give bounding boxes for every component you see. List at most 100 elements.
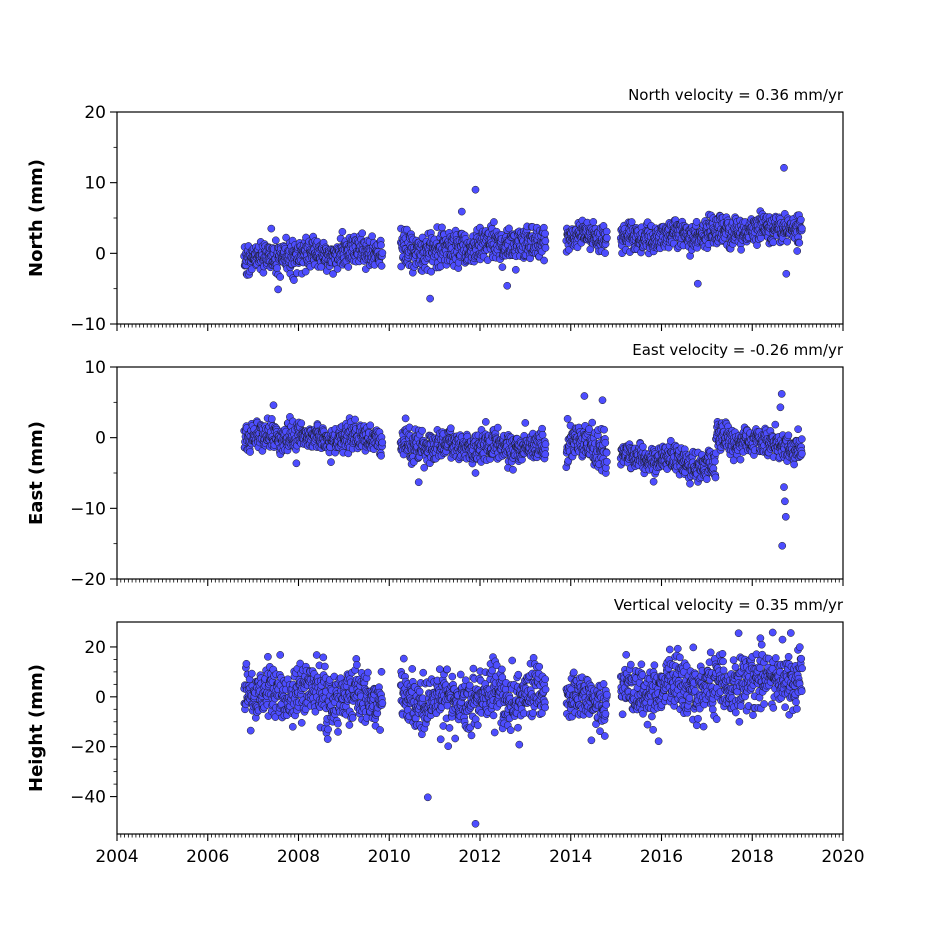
height-point xyxy=(643,720,652,729)
east-point xyxy=(366,421,375,430)
north-point xyxy=(274,285,282,294)
height-point xyxy=(490,728,499,737)
north-point xyxy=(601,249,609,257)
north-point xyxy=(471,185,480,194)
east-point xyxy=(736,455,745,464)
height-point xyxy=(399,654,408,663)
east-point xyxy=(603,457,611,466)
north-point xyxy=(692,217,701,226)
north-point xyxy=(338,227,347,236)
north-point xyxy=(276,273,285,281)
height-point xyxy=(469,664,478,673)
north-point xyxy=(267,224,276,233)
east-point xyxy=(600,425,608,434)
east-point xyxy=(509,465,517,474)
east-point xyxy=(269,401,278,410)
east-ytick-label: 0 xyxy=(95,429,106,449)
height-point xyxy=(364,668,372,677)
north-point xyxy=(602,227,611,236)
height-point xyxy=(489,711,498,720)
east-point xyxy=(639,442,647,451)
north-point xyxy=(541,244,550,252)
height-point xyxy=(603,690,611,699)
north-point xyxy=(503,281,512,290)
north-point xyxy=(541,229,549,238)
height-point xyxy=(599,680,608,688)
east-point xyxy=(521,419,530,427)
north-point xyxy=(798,224,806,233)
north-point xyxy=(490,218,498,226)
east-point xyxy=(378,438,387,447)
east-point xyxy=(292,459,301,468)
north-ytick-label: 20 xyxy=(84,103,106,123)
east-point xyxy=(780,483,788,491)
height-point xyxy=(321,662,329,671)
east-point xyxy=(602,448,611,457)
height-point xyxy=(618,710,627,719)
north-point xyxy=(541,237,550,245)
height-point xyxy=(415,687,424,696)
vertical-velocity-title: Vertical velocity = 0.35 mm/yr xyxy=(614,596,844,614)
height-point xyxy=(600,732,609,740)
north-point xyxy=(329,270,337,278)
east-point xyxy=(327,458,335,466)
height-point xyxy=(535,662,544,671)
east-point xyxy=(377,451,385,460)
north-point xyxy=(358,229,367,238)
north-velocity-title: North velocity = 0.36 mm/yr xyxy=(628,86,844,104)
north-point xyxy=(317,263,326,271)
north-point xyxy=(627,218,636,226)
north-point xyxy=(780,163,788,172)
height-point xyxy=(515,740,524,749)
north-point xyxy=(301,267,310,276)
height-point xyxy=(297,718,306,727)
height-point xyxy=(569,668,578,677)
east-point xyxy=(702,475,711,484)
height-point xyxy=(473,721,482,730)
east-point xyxy=(267,415,276,423)
north-point xyxy=(769,238,778,247)
height-point xyxy=(622,650,631,659)
east-point xyxy=(686,479,694,488)
north-point xyxy=(795,238,804,247)
north-point xyxy=(427,267,436,276)
height-point xyxy=(312,651,321,659)
east-point xyxy=(649,477,658,486)
north-point xyxy=(271,236,280,245)
east-point xyxy=(446,424,455,433)
east-point xyxy=(538,430,547,439)
height-point xyxy=(529,709,537,717)
east-ylabel: East (mm) xyxy=(26,421,47,525)
east-ytick-label: 10 xyxy=(84,358,106,378)
height-point xyxy=(323,735,332,743)
height-point xyxy=(654,737,663,746)
height-point xyxy=(445,724,454,732)
height-point xyxy=(514,723,522,732)
east-point xyxy=(541,450,550,459)
east-point xyxy=(246,448,254,456)
east-point xyxy=(418,426,426,435)
height-point xyxy=(514,670,523,679)
north-point xyxy=(333,265,342,273)
east-point xyxy=(771,420,780,429)
east-point xyxy=(414,478,423,487)
height-point xyxy=(443,665,451,674)
height-point xyxy=(649,725,657,734)
east-point xyxy=(351,415,359,424)
height-point xyxy=(334,728,342,736)
height-ylabel: Height (mm) xyxy=(26,664,47,792)
height-point xyxy=(498,665,506,674)
east-point xyxy=(493,423,502,432)
height-point xyxy=(324,725,332,734)
height-point xyxy=(451,734,460,743)
east-point xyxy=(777,390,786,398)
east-point xyxy=(790,460,798,469)
north-ytick-label: 10 xyxy=(84,174,106,194)
height-point xyxy=(650,661,659,670)
east-point xyxy=(776,403,785,412)
height-point xyxy=(602,700,611,709)
north-point xyxy=(498,263,507,271)
north-point xyxy=(797,215,805,224)
